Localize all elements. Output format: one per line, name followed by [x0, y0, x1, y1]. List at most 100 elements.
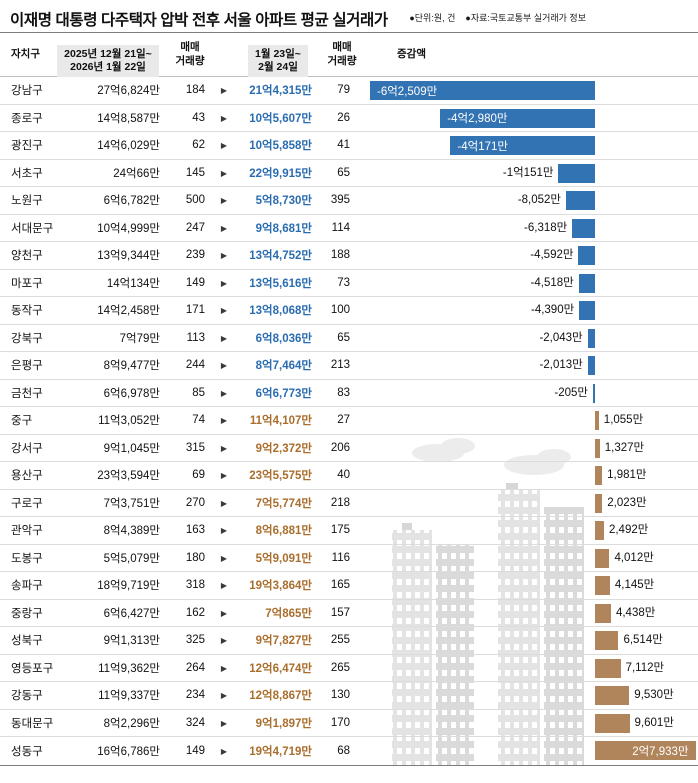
change-label: 4,145만 — [614, 579, 655, 591]
price-before: 8억9,477만 — [103, 360, 160, 373]
price-after: 8억6,881만 — [255, 525, 312, 538]
district-name: 동대문구 — [11, 717, 54, 730]
price-table: 자치구 2025년 12월 21일~ 2026년 1월 22일 매매 거래량 1… — [0, 32, 698, 766]
arrow-right-icon: ▶ — [220, 746, 228, 756]
price-before: 9억1,045만 — [103, 442, 160, 455]
price-before: 7억79만 — [119, 332, 160, 345]
volume-after: 40 — [337, 469, 350, 482]
volume-after: 41 — [337, 139, 350, 152]
change-cell: 2,023만 — [364, 490, 698, 517]
district-name: 구로구 — [11, 497, 43, 510]
volume-before: 247 — [185, 221, 205, 234]
header-change: 증감액 — [397, 47, 426, 60]
arrow-cell: ▶ — [212, 304, 236, 316]
arrow-right-icon: ▶ — [220, 333, 228, 343]
change-bar — [587, 356, 595, 375]
table-row: 서초구 24억66만 145 ▶ 22억9,915만 65 -1억151만 — [0, 160, 698, 187]
price-before: 14억8,587만 — [97, 112, 160, 125]
arrow-cell: ▶ — [212, 689, 236, 701]
change-bar — [595, 466, 603, 485]
volume-after: 83 — [337, 386, 350, 399]
header-bar: 이재명 대통령 다주택자 압박 전후 서울 아파트 평균 실거래가 ●단위:원,… — [0, 0, 698, 32]
price-after: 7억5,774만 — [255, 497, 312, 510]
price-after: 5억9,091만 — [255, 552, 312, 565]
change-label: -4,390만 — [530, 304, 575, 316]
volume-before: 171 — [185, 304, 205, 317]
table-row: 동작구 14억2,458만 171 ▶ 13억8,068만 100 -4,390만 — [0, 297, 698, 325]
change-cell: -6,318만 — [364, 215, 698, 242]
price-after: 6억8,036만 — [255, 332, 312, 345]
change-bar — [578, 273, 595, 293]
change-bar — [595, 576, 610, 595]
volume-after: 170 — [330, 716, 350, 729]
volume-after: 265 — [330, 661, 350, 674]
volume-after: 157 — [330, 606, 350, 619]
price-after: 21억4,315만 — [249, 85, 312, 98]
table-row: 강북구 7억79만 113 ▶ 6억8,036만 65 -2,043만 — [0, 325, 698, 352]
arrow-right-icon: ▶ — [220, 141, 228, 151]
arrow-cell: ▶ — [212, 249, 236, 261]
change-cell: 7,112만 — [364, 655, 698, 682]
change-label: 4,012만 — [614, 551, 654, 564]
volume-after: 188 — [330, 249, 350, 262]
price-before: 8억2,296만 — [103, 717, 160, 730]
volume-before: 270 — [185, 496, 205, 509]
price-before: 24억66만 — [113, 167, 160, 180]
arrow-right-icon: ▶ — [220, 471, 228, 481]
table-row: 성북구 9억1,313만 325 ▶ 9억7,827만 255 6,514만 — [0, 627, 698, 655]
district-name: 은평구 — [11, 360, 43, 373]
volume-before: 145 — [185, 166, 205, 179]
table-row: 광진구 14억6,029만 62 ▶ 10억5,858만 41 -4억171만 — [0, 132, 698, 160]
volume-before: 162 — [185, 606, 205, 619]
arrow-cell: ▶ — [212, 112, 236, 124]
table-row: 동대문구 8억2,296만 324 ▶ 9억1,897만 170 9,601만 — [0, 710, 698, 737]
price-before: 11억3,052만 — [98, 415, 160, 428]
price-after: 9억8,681만 — [255, 222, 312, 235]
header-district: 자치구 — [11, 47, 40, 60]
arrow-right-icon: ▶ — [220, 223, 228, 233]
arrow-cell: ▶ — [212, 607, 236, 619]
district-name: 영등포구 — [11, 662, 54, 675]
price-after: 19억4,719만 — [249, 745, 312, 758]
price-before: 9억1,313만 — [103, 635, 160, 648]
district-name: 성동구 — [11, 745, 43, 758]
arrow-right-icon: ▶ — [220, 196, 228, 206]
volume-before: 149 — [185, 744, 205, 757]
arrow-cell: ▶ — [212, 222, 236, 234]
price-before: 14억134만 — [106, 277, 160, 290]
table-row: 금천구 6억6,978만 85 ▶ 6억6,773만 83 -205만 — [0, 380, 698, 407]
volume-after: 206 — [330, 441, 350, 454]
change-cell: 1,327만 — [364, 435, 698, 462]
change-bar — [572, 218, 595, 238]
arrow-right-icon: ▶ — [220, 388, 228, 398]
change-bar — [587, 328, 595, 348]
volume-after: 175 — [330, 524, 350, 537]
price-after: 13억4,752만 — [249, 250, 312, 263]
volume-after: 65 — [337, 166, 350, 179]
volume-before: 244 — [185, 359, 205, 372]
volume-before: 184 — [185, 84, 205, 97]
table-row: 마포구 14억134만 149 ▶ 13억5,616만 73 -4,518만 — [0, 270, 698, 297]
table-row: 성동구 16억6,786만 149 ▶ 19억4,719만 68 2억7,933만 — [0, 737, 698, 765]
arrow-cell: ▶ — [212, 662, 236, 674]
change-bar: -4억171만 — [450, 136, 595, 155]
price-before: 5억5,079만 — [103, 552, 160, 565]
price-after: 10억5,858만 — [249, 140, 312, 153]
volume-after: 255 — [330, 634, 350, 647]
district-name: 관악구 — [11, 525, 43, 538]
change-cell: -4억2,980만 — [364, 105, 698, 132]
volume-before: 149 — [185, 276, 205, 289]
table-body: 강남구 27억6,824만 184 ▶ 21억4,315만 79 -6억2,509만 종로구 1… — [0, 77, 698, 765]
arrow-cell: ▶ — [212, 414, 236, 426]
table-row: 구로구 7억3,751만 270 ▶ 7억5,774만 218 2,023만 — [0, 490, 698, 517]
arrow-right-icon: ▶ — [220, 416, 228, 426]
volume-after: 116 — [331, 551, 350, 564]
volume-after: 65 — [337, 331, 350, 344]
volume-before: 315 — [185, 441, 205, 454]
volume-after: 26 — [337, 111, 350, 124]
table-row: 용산구 23억3,594만 69 ▶ 23억5,575만 40 1,981만 — [0, 462, 698, 490]
volume-before: 324 — [185, 716, 205, 729]
change-cell: 1,055만 — [364, 407, 698, 434]
change-bar — [578, 246, 595, 265]
